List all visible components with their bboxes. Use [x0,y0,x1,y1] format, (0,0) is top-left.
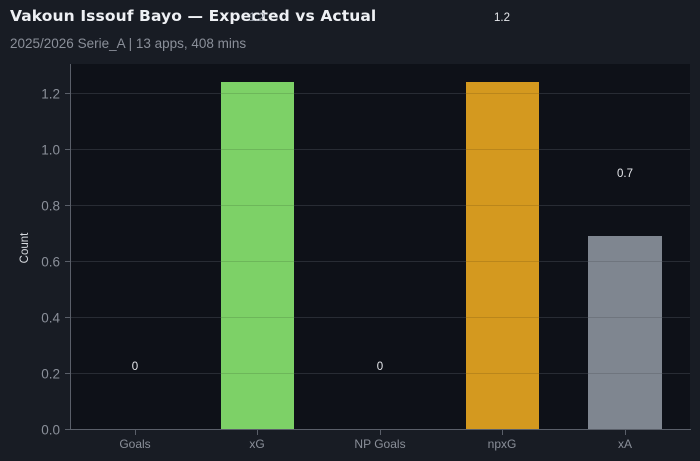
x-axis [70,429,691,430]
gridline-0.6 [70,261,690,262]
x-tick [135,430,136,435]
bar-xg [221,82,294,429]
y-tick-label: 1.0 [41,142,60,158]
bar-gridline [466,149,539,150]
chart-subtitle: 2025/2026 Serie_A | 13 apps, 408 mins [10,36,247,51]
x-label-npxg: npxG [487,437,517,451]
bar-gridline [588,373,662,374]
value-label-xa: 0.7 [617,168,633,180]
gridline-0.8 [70,205,690,206]
y-tick [65,149,70,150]
x-tick [380,430,381,435]
y-tick [65,373,70,374]
y-axis-title: Count [19,232,31,264]
y-tick-label: 0.4 [41,310,60,326]
y-axis [70,64,71,430]
plot-area [70,64,690,429]
bar-gridline [221,93,294,94]
bar-gridline [221,373,294,374]
x-label-xa: xA [617,437,633,451]
value-label-np-goals: 0 [376,361,384,373]
x-tick [625,430,626,435]
bar-gridline [221,149,294,150]
gridline-1.2 [70,93,690,94]
y-tick [65,205,70,206]
y-tick-label: 1.2 [41,86,60,102]
y-tick [65,261,70,262]
x-tick [257,430,258,435]
gridline-0.2 [70,373,690,374]
bar-gridline [466,261,539,262]
y-tick [65,317,70,318]
y-tick [65,93,70,94]
y-tick-label: 0.0 [41,422,60,438]
bar-xa [588,236,662,429]
x-label-xg: xG [249,437,265,451]
bar-npxg [466,82,539,429]
bar-gridline [588,261,662,262]
bar-gridline [221,261,294,262]
bar-gridline [221,205,294,206]
bar-gridline [466,373,539,374]
gridline-1.0 [70,149,690,150]
bar-gridline [588,317,662,318]
x-label-np-goals: NP Goals [354,437,406,451]
value-label-xg: 1.2 [249,12,265,24]
x-tick [502,430,503,435]
y-tick-label: 0.2 [41,366,60,382]
bar-gridline [466,93,539,94]
value-label-npxg: 1.2 [494,12,510,24]
chart-title: Vakoun Issouf Bayo — Expected vs Actual [10,7,377,25]
bar-gridline [466,205,539,206]
gridline-0.4 [70,317,690,318]
y-tick-label: 0.8 [41,198,60,214]
bar-gridline [221,317,294,318]
y-tick-label: 0.6 [41,254,60,270]
bar-gridline [466,317,539,318]
y-tick [65,429,70,430]
value-label-goals: 0 [131,361,139,373]
x-label-goals: Goals [119,437,151,451]
